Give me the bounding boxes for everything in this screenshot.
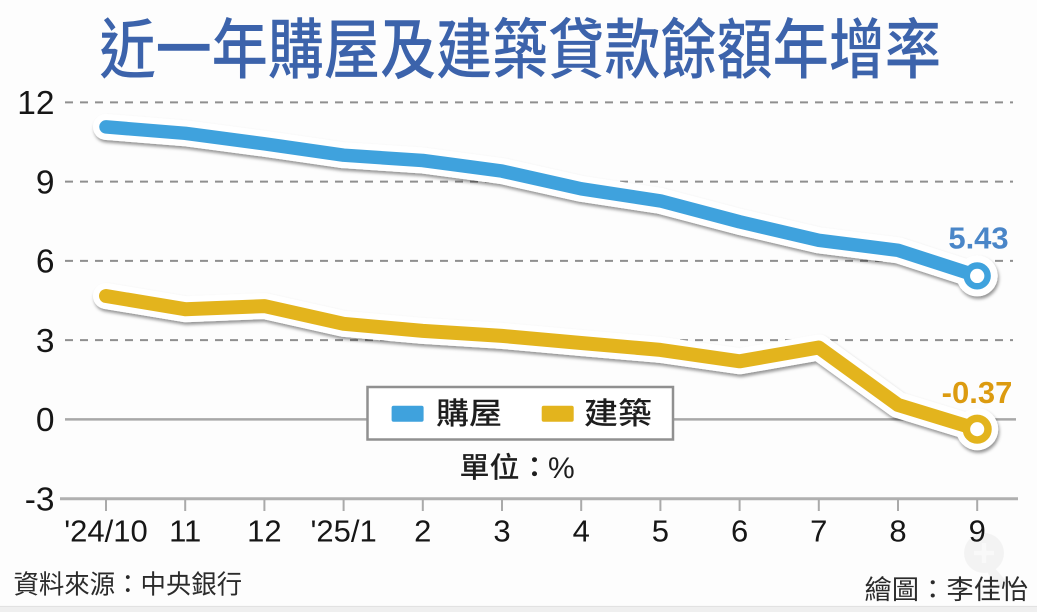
svg-text:2: 2 (414, 514, 431, 549)
svg-text:3: 3 (493, 514, 510, 549)
svg-text:'24/10: '24/10 (64, 514, 148, 549)
svg-text:6: 6 (731, 514, 748, 549)
svg-text:11: 11 (169, 514, 201, 549)
svg-text:9: 9 (969, 514, 986, 549)
svg-text:0: 0 (36, 402, 55, 439)
svg-text:5: 5 (652, 514, 669, 549)
svg-text:9: 9 (36, 164, 55, 201)
svg-text:-3: -3 (25, 482, 55, 519)
svg-text:6: 6 (36, 244, 55, 281)
svg-text:-0.37: -0.37 (942, 375, 1013, 410)
svg-text:5.43: 5.43 (948, 221, 1008, 256)
svg-text:%: % (548, 452, 575, 485)
svg-text:12: 12 (17, 85, 54, 122)
svg-text:'25/1: '25/1 (310, 514, 376, 549)
svg-text:8: 8 (889, 514, 906, 549)
svg-text:4: 4 (573, 514, 590, 549)
svg-text:12: 12 (247, 514, 281, 549)
svg-text:7: 7 (810, 514, 827, 549)
svg-text:3: 3 (36, 323, 55, 360)
